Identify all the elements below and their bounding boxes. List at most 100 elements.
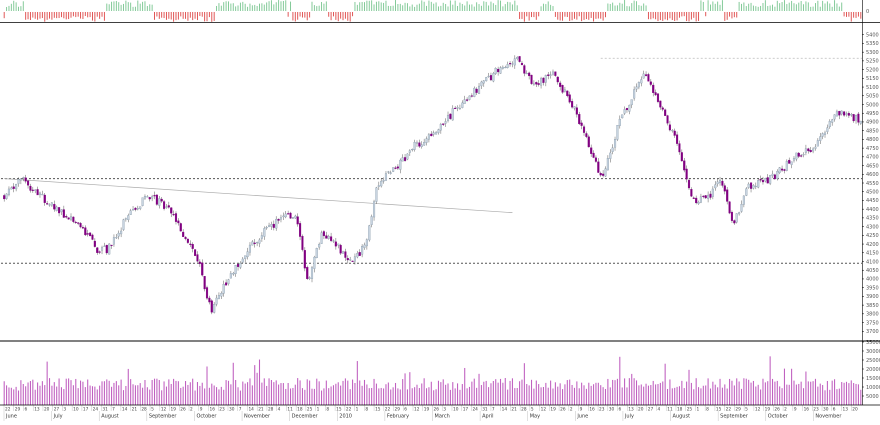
volume-bar <box>702 385 704 405</box>
volume-bar <box>287 382 289 405</box>
candle-body <box>72 216 75 222</box>
breadth-down-bar <box>99 12 101 19</box>
breadth-up-bar <box>266 2 268 11</box>
volume-bar <box>733 385 735 405</box>
volume-bar <box>433 390 435 405</box>
volume-bar <box>624 378 626 405</box>
volume-bar <box>614 380 616 405</box>
breadth-down-bar <box>726 12 728 20</box>
candle-body <box>313 256 316 269</box>
breadth-down-bar <box>173 12 175 22</box>
volume-bar <box>297 378 299 405</box>
candle-body <box>153 195 156 197</box>
volume-bar <box>225 380 227 405</box>
day-label: 8 <box>706 407 709 413</box>
breadth-down-bar <box>686 12 688 22</box>
breadth-down-bar <box>650 12 652 20</box>
volume-bar <box>196 382 199 405</box>
breadth-up-bar <box>714 3 716 11</box>
breadth-down-bar <box>595 12 597 19</box>
price-tick-label: 5150 <box>866 76 879 82</box>
volume-bar <box>266 385 268 405</box>
breadth-down-bar <box>53 12 55 18</box>
candle-body <box>659 100 662 108</box>
candle-body <box>769 174 772 184</box>
candle-body <box>284 213 287 218</box>
volume-bar <box>22 384 24 405</box>
volume-bar <box>626 387 628 405</box>
volume-bar <box>609 387 611 405</box>
breadth-down-bar <box>27 12 29 20</box>
volume-bar <box>461 384 463 405</box>
breadth-down-bar <box>688 12 690 22</box>
month-label: June <box>5 414 17 420</box>
candle-body <box>573 106 576 109</box>
breadth-up-bar <box>139 3 141 11</box>
breadth-up-bar <box>478 4 480 11</box>
breadth-up-bar <box>10 3 12 11</box>
candle-body <box>339 244 342 254</box>
volume-bar <box>425 388 428 405</box>
candle-body <box>520 62 524 66</box>
breadth-down-bar <box>80 12 82 19</box>
breadth-up-bar <box>631 3 633 11</box>
candle-body <box>463 99 466 104</box>
candle-body <box>680 152 683 162</box>
candle-body <box>341 251 345 254</box>
breadth-up-bar <box>607 3 609 12</box>
breadth-up-bar <box>824 3 826 11</box>
candle-body <box>368 225 371 241</box>
breadth-up-bar <box>142 1 144 11</box>
volume-bar <box>604 388 607 405</box>
breadth-down-bar <box>213 12 215 21</box>
candle-body <box>757 180 760 188</box>
volume-bar <box>354 382 356 405</box>
breadth-up-bar <box>791 0 793 11</box>
volume-bar <box>278 384 280 405</box>
volume-bar <box>251 385 253 405</box>
breadth-down-bar <box>335 12 337 20</box>
volume-bar <box>583 385 585 405</box>
breadth-down-bar <box>34 12 36 19</box>
price-tick-label: 3700 <box>866 329 879 335</box>
breadth-down-bar <box>58 12 60 19</box>
day-label: 17 <box>83 407 89 413</box>
breadth-up-bar <box>249 3 251 11</box>
candle-body <box>294 215 297 219</box>
volume-bar <box>373 378 375 405</box>
candle-body <box>523 65 526 74</box>
month-label: April <box>482 414 493 420</box>
volume-bar <box>115 381 117 405</box>
volume-bar <box>803 388 805 405</box>
candle-body <box>69 216 73 220</box>
candle-body <box>122 219 125 230</box>
candle-body <box>7 188 11 195</box>
candle-body <box>43 194 46 203</box>
volume-bar <box>60 387 62 405</box>
day-label: 29 <box>735 407 741 413</box>
volume-bar <box>29 381 31 405</box>
candle-body <box>29 185 32 191</box>
breadth-up-bar <box>244 3 246 11</box>
volume-bar <box>795 384 797 405</box>
volume-bar <box>94 386 96 405</box>
volume-bar <box>822 385 824 405</box>
volume-bar <box>63 389 65 405</box>
candle-body <box>337 243 340 246</box>
candle-body <box>645 74 648 76</box>
breadth-up-bar <box>268 1 270 11</box>
volume-bar <box>810 381 812 405</box>
candle-body <box>501 66 504 69</box>
breadth-up-bar <box>707 0 709 12</box>
candle-body <box>594 157 597 162</box>
volume-bar <box>258 359 261 405</box>
volume-bar <box>96 389 98 405</box>
breadth-up-bar <box>552 6 554 11</box>
candle-body <box>504 67 507 69</box>
candle-body <box>81 227 84 229</box>
candle-body <box>232 272 235 275</box>
breadth-up-bar <box>633 0 635 12</box>
volume-bar <box>10 387 12 405</box>
breadth-up-bar <box>256 5 258 11</box>
